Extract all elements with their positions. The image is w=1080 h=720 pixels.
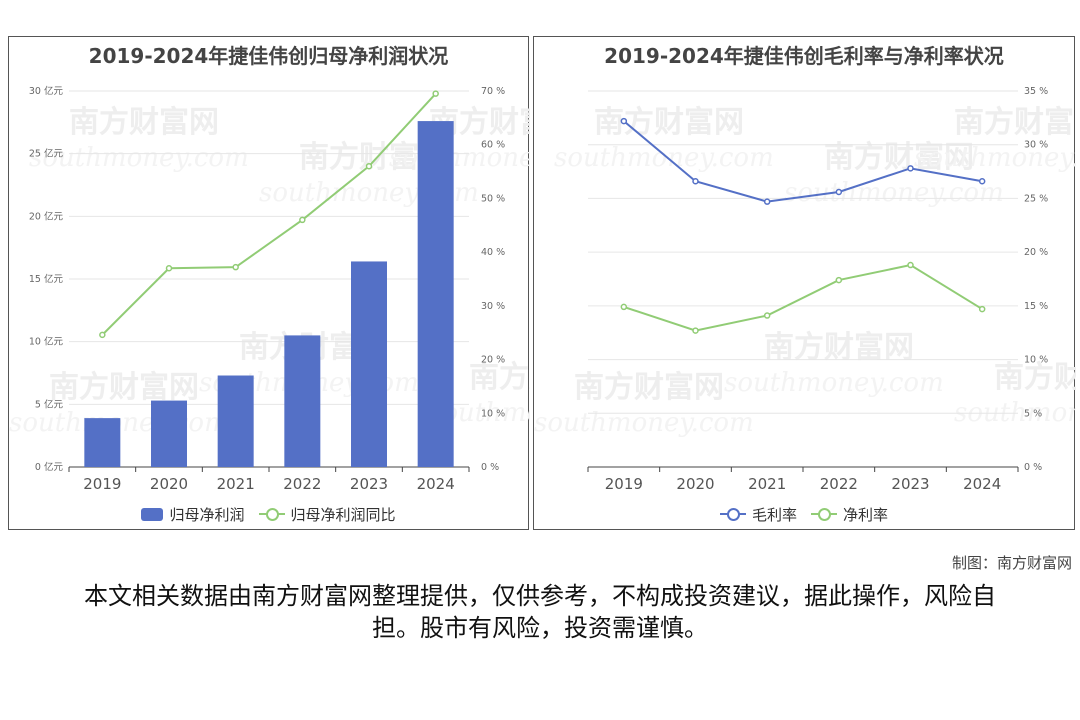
data-point xyxy=(692,327,699,334)
x-tick-label: 2024 xyxy=(417,475,455,493)
y-right-tick-label: 60 % xyxy=(481,140,505,151)
data-point xyxy=(907,261,914,269)
series-line xyxy=(101,93,437,336)
watermark-text: southmoney.com xyxy=(724,368,944,398)
chart-title: 2019-2024年捷佳伟创毛利率与净利率状况 xyxy=(604,44,1004,68)
watermark-text: 南方财富网 xyxy=(954,105,1076,140)
legend-label: 毛利率 xyxy=(751,505,797,524)
legend-item-bar[interactable]: 归母净利润 xyxy=(141,504,245,525)
legend-line-swatch xyxy=(719,507,746,521)
y-right-tick-label: 50 % xyxy=(481,193,505,204)
watermark-text: southmoney.com xyxy=(389,143,530,173)
bar xyxy=(217,375,254,467)
x-tick-label: 2022 xyxy=(283,475,321,493)
data-point xyxy=(620,303,628,311)
y-right-tick-label: 10 % xyxy=(481,408,505,419)
data-point xyxy=(692,177,699,185)
x-tick-label: 2023 xyxy=(891,475,929,493)
y-right-tick-label: 20 % xyxy=(1024,247,1048,258)
watermark-text: 南方财富网 xyxy=(469,360,530,395)
x-tick-label: 2019 xyxy=(83,475,121,493)
y-left-tick-label: 5 亿元 xyxy=(35,398,64,410)
series-line xyxy=(623,263,983,332)
watermark-text: southmoney.com xyxy=(914,143,1076,173)
y-left-tick-label: 15 亿元 xyxy=(29,273,64,285)
bar xyxy=(151,400,187,467)
left-chart-panel: 南方财富网 southmoney.com 南方财富网 southmoney.com 南方… xyxy=(8,36,530,530)
data-point xyxy=(365,162,373,170)
y-left-tick-label: 10 亿元 xyxy=(29,336,64,348)
data-point xyxy=(99,331,106,339)
legend-item-gross[interactable]: 毛利率 xyxy=(719,504,797,525)
watermark-text: 南方财富网 xyxy=(994,360,1076,395)
watermark-text: southmoney.com xyxy=(784,178,1004,208)
disclaimer-text: 本文相关数据由南方财富网整理提供，仅供参考，不构成投资建议，据此操作，风险自担。… xyxy=(84,582,996,642)
x-tick-label: 2023 xyxy=(350,475,388,493)
y-right-tick-label: 10 % xyxy=(1024,355,1048,366)
y-right-tick-label: 5 % xyxy=(1024,408,1042,419)
y-right-tick-label: 40 % xyxy=(481,247,505,258)
legend-label: 归母净利润同比 xyxy=(290,505,396,524)
bar xyxy=(284,335,321,467)
y-right-tick-label: 70 % xyxy=(481,86,505,97)
chart-legend: 毛利率 净利率 xyxy=(534,503,1074,525)
legend-label: 归母净利润 xyxy=(169,505,245,524)
watermark-text: 南方财富网 xyxy=(594,105,744,140)
data-point xyxy=(165,265,173,272)
watermark-text: 南方财富网 xyxy=(49,370,199,405)
right-chart-panel: 南方财富网 southmoney.com 南方财富网 southmoney.com 南方… xyxy=(533,36,1076,530)
y-right-tick-label: 30 % xyxy=(1024,140,1048,151)
watermark-text: southmoney.com xyxy=(534,408,754,438)
y-right-tick-label: 0 % xyxy=(481,462,499,473)
y-right-tick-label: 35 % xyxy=(1024,86,1048,97)
y-left-tick-label: 30 亿元 xyxy=(29,85,64,97)
y-right-tick-label: 20 % xyxy=(481,355,505,366)
chart-title: 2019-2024年捷佳伟创归母净利润状况 xyxy=(88,44,449,68)
bar xyxy=(84,418,121,467)
watermark-text: southmoney.com xyxy=(554,143,774,173)
y-left-tick-label: 25 亿元 xyxy=(29,148,64,160)
data-point xyxy=(620,117,628,125)
watermark-text: 南方财富网 xyxy=(574,370,724,405)
watermark-text: southmoney.com xyxy=(29,143,249,173)
bar xyxy=(351,261,387,467)
chart-legend: 归母净利润 归母净利润同比 xyxy=(9,503,528,525)
legend-line-swatch xyxy=(258,507,285,521)
watermark-text: 南方财富网 xyxy=(69,105,219,140)
data-point xyxy=(907,165,914,172)
y-right-tick-label: 15 % xyxy=(1024,301,1048,312)
y-left-tick-label: 20 亿元 xyxy=(29,210,64,222)
legend-bar-swatch xyxy=(141,507,164,521)
data-point xyxy=(835,188,843,196)
legend-line-swatch xyxy=(811,507,837,521)
series-line xyxy=(623,120,983,203)
data-point xyxy=(835,276,843,284)
data-point xyxy=(978,177,986,185)
legend-item-net[interactable]: 净利率 xyxy=(811,504,888,525)
legend-item-line[interactable]: 归母净利润同比 xyxy=(258,504,396,525)
x-tick-label: 2022 xyxy=(820,475,858,493)
y-right-tick-label: 0 % xyxy=(1024,462,1042,473)
x-tick-label: 2021 xyxy=(217,475,255,493)
x-tick-label: 2020 xyxy=(676,475,714,493)
data-point xyxy=(763,312,771,319)
legend-label: 净利率 xyxy=(843,505,889,524)
bar xyxy=(417,121,454,467)
data-point xyxy=(763,198,771,205)
watermark-text: 南方财富网 xyxy=(824,140,974,175)
y-right-tick-label: 30 % xyxy=(481,301,505,312)
data-point xyxy=(432,90,439,97)
x-tick-label: 2020 xyxy=(150,475,188,493)
data-point xyxy=(978,305,986,313)
y-right-tick-label: 25 % xyxy=(1024,193,1048,204)
x-tick-label: 2021 xyxy=(748,475,786,493)
y-left-tick-label: 0 亿元 xyxy=(35,461,64,473)
x-tick-label: 2024 xyxy=(963,475,1001,493)
chart-credit: 制图：南方财富网 xyxy=(951,554,1072,572)
data-point xyxy=(299,216,306,224)
data-point xyxy=(232,263,239,271)
x-tick-label: 2019 xyxy=(605,475,643,493)
